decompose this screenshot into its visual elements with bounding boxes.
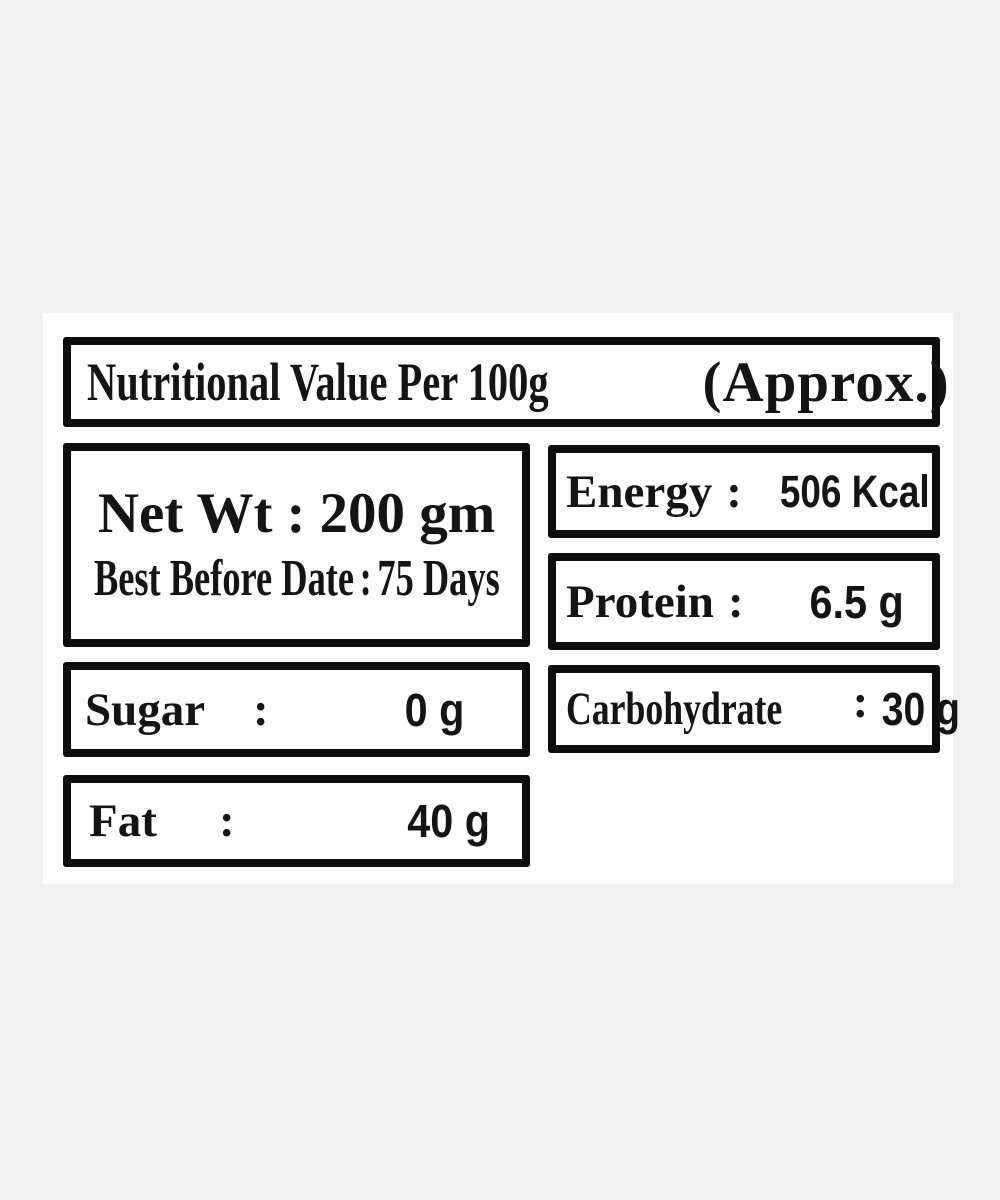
fat-colon: : (219, 795, 235, 847)
energy-colon: : (726, 465, 742, 518)
best-before-value: 75 Days (377, 549, 500, 607)
sugar-label: Sugar (85, 683, 206, 736)
protein-value: 6.5 g (809, 575, 904, 628)
carbohydrate-label: Carbohydrate (566, 683, 783, 735)
title-text: Nutritional Value Per 100g (87, 352, 549, 412)
carbohydrate-colon: : (852, 676, 869, 728)
net-weight-label: Net Wt (97, 482, 273, 546)
best-before-label: Best Before Date (93, 549, 354, 607)
sugar-value: 0 g (404, 683, 464, 736)
energy-row-box: Energy : 506 Kcal (548, 445, 940, 538)
net-weight-line: Net Wt:200 gm (97, 482, 496, 546)
energy-value: 506 Kcal (780, 465, 930, 517)
sugar-colon: : (253, 683, 269, 736)
net-weight-box: Net Wt:200 gm Best Before Date:75 Days (63, 443, 530, 647)
title-box: Nutritional Value Per 100g (Approx.) (63, 337, 949, 427)
protein-row-box: Protein : 6.5 g (548, 553, 940, 650)
sugar-row-box: Sugar : 0 g (63, 662, 530, 757)
protein-label: Protein (566, 575, 714, 628)
net-weight-colon: : (286, 482, 306, 546)
carbohydrate-row-box: Carbohydrate : 30 g (548, 665, 960, 753)
energy-label: Energy (566, 465, 713, 518)
approx-text: (Approx.) (702, 350, 950, 414)
protein-colon: : (727, 575, 744, 628)
fat-value: 40 g (407, 795, 490, 847)
nutrition-label-panel: Nutritional Value Per 100g (Approx.) Net… (43, 313, 960, 884)
carbohydrate-value: 30 g (882, 683, 961, 735)
best-before-line: Best Before Date:75 Days (94, 550, 500, 607)
net-weight-value: 200 gm (319, 482, 496, 546)
best-before-colon: : (359, 549, 372, 607)
fat-row-box: Fat : 40 g (63, 775, 530, 867)
fat-label: Fat (89, 795, 157, 847)
